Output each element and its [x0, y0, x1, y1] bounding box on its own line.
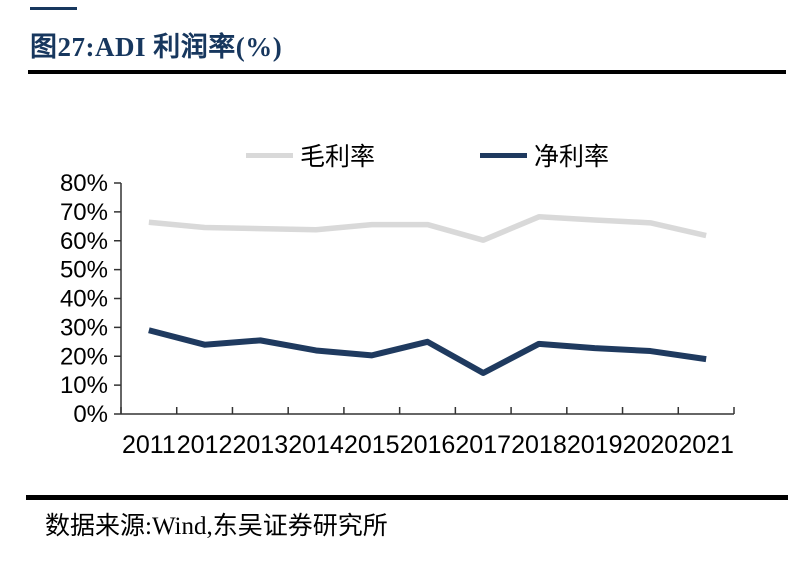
- x-axis-tick-label: 2015: [344, 431, 400, 459]
- y-axis-tick-label: 0%: [73, 401, 108, 428]
- y-axis-tick-label: 20%: [60, 343, 108, 370]
- legend-item-gross-margin: 毛利率: [245, 137, 375, 173]
- x-axis-tick-label: 2014: [288, 431, 344, 459]
- x-axis-tick-label: 2021: [678, 431, 734, 459]
- gross-margin-line-swatch: [245, 152, 293, 158]
- x-axis-tick-label: 2019: [567, 431, 623, 459]
- y-axis-tick-label: 10%: [60, 372, 108, 399]
- net-margin-legend-label: 净利率: [534, 144, 610, 171]
- x-axis-tick-label: 2012: [177, 431, 233, 459]
- y-axis-tick-label: 40%: [60, 286, 108, 313]
- y-axis-tick-label: 60%: [60, 228, 108, 255]
- y-axis-tick-label: 50%: [60, 257, 108, 284]
- net-margin-line: [148, 327, 707, 376]
- top-left-rule: [30, 7, 77, 10]
- title-divider: [28, 70, 786, 74]
- legend-item-net-margin: 净利率: [480, 137, 609, 173]
- y-axis-tick-label: 70%: [60, 199, 108, 226]
- x-axis-tick-label: 2011: [122, 431, 176, 459]
- y-axis-tick-label: 80%: [60, 170, 108, 197]
- x-axis-tick-label: 2017: [455, 431, 511, 459]
- source-divider: [26, 495, 788, 500]
- gross-margin-legend-label: 毛利率: [299, 144, 375, 171]
- x-axis-tick-label: 2013: [233, 431, 289, 459]
- y-axis-tick-label: 30%: [60, 314, 108, 341]
- x-axis-tick-label: 2016: [400, 431, 456, 459]
- chart-legend: 毛利率 净利率: [121, 141, 734, 171]
- x-axis-tick-label: 2018: [511, 431, 567, 459]
- gross-margin-line: [148, 214, 707, 243]
- x-axis-tick-label: 2020: [623, 431, 679, 459]
- net-margin-line-swatch: [480, 152, 527, 158]
- data-source: 数据来源:Wind,东吴证券研究所: [45, 513, 388, 540]
- figure-title: 图27:ADI 利润率(%): [30, 32, 283, 62]
